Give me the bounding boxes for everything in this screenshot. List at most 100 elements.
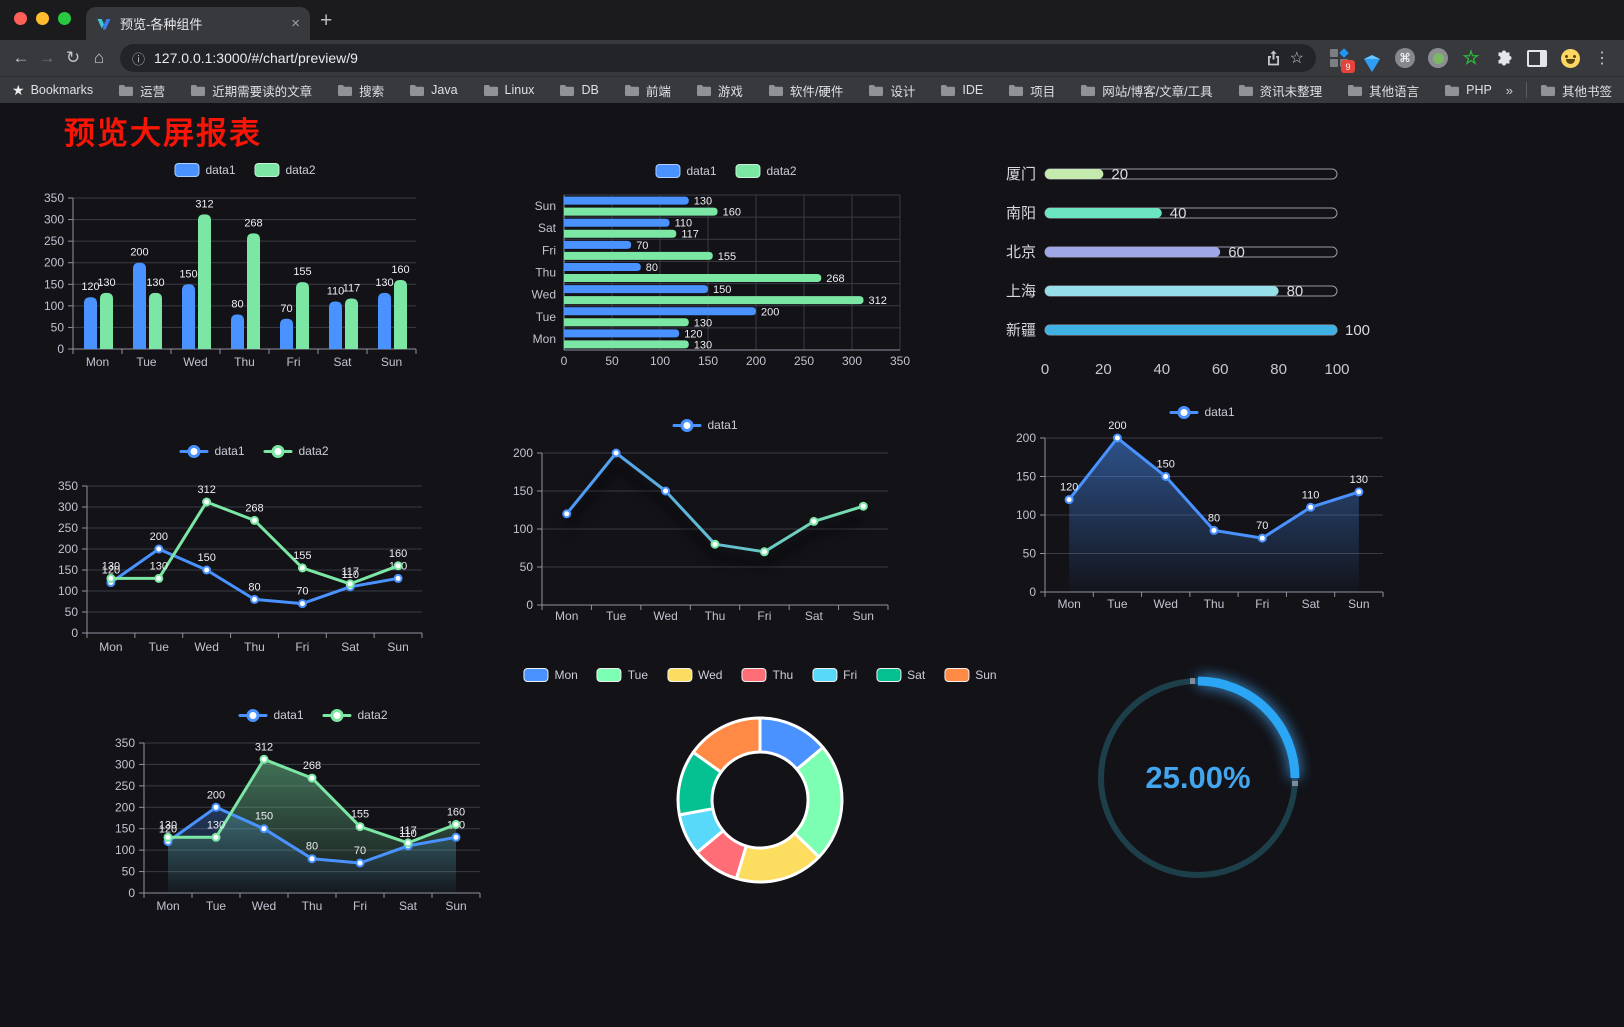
legend-item-data2[interactable]: data2 xyxy=(254,163,316,177)
svg-text:200: 200 xyxy=(115,800,135,814)
emoji-extension-icon[interactable] xyxy=(1559,47,1581,69)
other-bookmarks-folder[interactable]: 其他书签 xyxy=(1540,81,1612,100)
folder-icon xyxy=(483,84,498,96)
svg-text:120: 120 xyxy=(159,824,177,836)
bookmark-folder[interactable]: DB xyxy=(559,83,599,97)
bookmark-folder[interactable]: Linux xyxy=(483,83,534,97)
legend-item-Sat[interactable]: Sat xyxy=(876,668,925,682)
svg-text:Fri: Fri xyxy=(757,609,771,623)
svg-text:120: 120 xyxy=(1060,482,1078,494)
svg-text:150: 150 xyxy=(179,268,197,280)
forward-icon[interactable]: → xyxy=(38,48,56,67)
window-zoom-button[interactable] xyxy=(58,12,71,25)
legend-item-Wed[interactable]: Wed xyxy=(667,668,722,682)
browser-tab[interactable]: 预览-各种组件 × xyxy=(86,7,310,40)
bookmark-star-icon[interactable]: ☆ xyxy=(1289,50,1304,67)
reload-icon[interactable]: ↻ xyxy=(65,48,81,67)
legend-item-data2[interactable]: data2 xyxy=(735,164,797,178)
svg-text:200: 200 xyxy=(207,789,225,801)
bookmark-folder[interactable]: 运营 xyxy=(118,81,165,100)
svg-text:50: 50 xyxy=(122,865,136,879)
folder-icon xyxy=(941,84,956,96)
url-text[interactable]: 127.0.0.1:3000/#/chart/preview/9 xyxy=(154,50,358,66)
svg-text:Sun: Sun xyxy=(381,355,402,369)
legend-item-Mon[interactable]: Mon xyxy=(523,668,578,682)
bookmarks-star-icon: ★ xyxy=(12,81,25,98)
legend-item-Thu[interactable]: Thu xyxy=(741,668,793,682)
svg-text:150: 150 xyxy=(513,484,533,498)
legend-item-data1[interactable]: data1 xyxy=(238,708,304,722)
recorder-extension-icon[interactable] xyxy=(1427,47,1449,69)
legend-item-data2[interactable]: data2 xyxy=(322,708,388,722)
svg-text:100: 100 xyxy=(1324,361,1349,378)
bookmark-folder[interactable]: Java xyxy=(409,83,458,97)
bookmark-folder[interactable]: 搜索 xyxy=(337,81,384,100)
pie-swatch-icon xyxy=(523,668,549,682)
line-marker-icon xyxy=(179,444,209,458)
home-icon[interactable]: ⌂ xyxy=(93,48,105,67)
svg-text:130: 130 xyxy=(207,819,225,831)
downloader-extension-icon[interactable]: 9 xyxy=(1328,47,1355,73)
svg-text:150: 150 xyxy=(44,277,64,291)
bookmarks-overflow-icon[interactable]: » xyxy=(1505,82,1513,98)
bookmark-folder[interactable]: IDE xyxy=(940,83,983,97)
new-tab-button[interactable]: + xyxy=(320,9,333,32)
line-marker-icon xyxy=(672,418,702,432)
url-bar[interactable]: ⓘ 127.0.0.1:3000/#/chart/preview/9 ☆ xyxy=(120,44,1316,72)
svg-text:Wed: Wed xyxy=(532,288,556,302)
legend-item-data1[interactable]: data1 xyxy=(1169,405,1235,419)
bookmark-folder[interactable]: 设计 xyxy=(868,81,915,100)
folder-icon xyxy=(1348,84,1363,96)
legend-item-data1[interactable]: data1 xyxy=(672,418,738,432)
legend-item-Tue[interactable]: Tue xyxy=(596,668,648,682)
legend-item-data1[interactable]: data1 xyxy=(174,163,236,177)
svg-text:Wed: Wed xyxy=(183,355,207,369)
bookmark-folder[interactable]: 项目 xyxy=(1008,81,1055,100)
bookmark-folder[interactable]: PHP xyxy=(1444,83,1492,97)
legend-item-Fri[interactable]: Fri xyxy=(812,668,857,682)
legend-item-data1[interactable]: data1 xyxy=(179,444,245,458)
command-extension-icon[interactable]: ⌘ xyxy=(1394,47,1416,69)
puzzle-extensions-icon[interactable] xyxy=(1493,47,1515,69)
bookmark-folder[interactable]: 其他语言 xyxy=(1347,81,1419,100)
svg-text:110: 110 xyxy=(675,218,693,230)
svg-text:150: 150 xyxy=(1157,459,1175,471)
site-info-icon[interactable]: ⓘ xyxy=(132,51,146,67)
green-star-extension-icon[interactable]: ☆ xyxy=(1462,47,1480,69)
chart-legend: data1 xyxy=(1169,405,1235,419)
chart-grouped-bar: 0 50 100 150 200 250 300 350 Mon Tue Wed Thu Fri Sat S… xyxy=(44,191,417,369)
svg-text:Sat: Sat xyxy=(538,221,557,235)
share-icon[interactable] xyxy=(1266,50,1281,66)
svg-text:200: 200 xyxy=(1108,420,1126,432)
bookmark-folder[interactable]: 软件/硬件 xyxy=(768,81,843,100)
bookmark-folder[interactable]: 网站/博客/文章/工具 xyxy=(1080,81,1213,100)
svg-text:80: 80 xyxy=(306,841,318,853)
svg-text:80: 80 xyxy=(1208,512,1220,524)
folder-icon xyxy=(624,84,639,96)
svg-text:20: 20 xyxy=(1095,361,1112,378)
bookmark-folder[interactable]: 资讯未整理 xyxy=(1238,81,1322,100)
bookmark-folder[interactable]: 前端 xyxy=(624,81,671,100)
back-icon[interactable]: ← xyxy=(12,48,30,67)
tab-close-icon[interactable]: × xyxy=(291,15,300,32)
browser-menu-icon[interactable]: ⋮ xyxy=(1594,50,1610,67)
svg-text:350: 350 xyxy=(58,479,78,493)
svg-text:350: 350 xyxy=(44,191,64,205)
window-minimize-button[interactable] xyxy=(36,12,49,25)
svg-text:155: 155 xyxy=(293,266,311,278)
svg-text:20: 20 xyxy=(1111,166,1128,183)
svg-text:上海: 上海 xyxy=(1006,283,1036,300)
legend-item-data2[interactable]: data2 xyxy=(263,444,329,458)
bookmark-folder[interactable]: 游戏 xyxy=(696,81,743,100)
bookmark-folder[interactable]: 近期需要读的文章 xyxy=(190,81,312,100)
legend-item-data1[interactable]: data1 xyxy=(655,164,717,178)
window-close-button[interactable] xyxy=(14,12,27,25)
bar-swatch-icon xyxy=(655,164,681,178)
legend-item-Sun[interactable]: Sun xyxy=(944,668,997,682)
svg-text:Wed: Wed xyxy=(1153,597,1177,611)
gem-extension-icon[interactable] xyxy=(1361,47,1383,72)
side-panel-icon[interactable] xyxy=(1526,47,1548,69)
bookmarks-manager-item[interactable]: ★ Bookmarks xyxy=(12,82,93,99)
svg-text:150: 150 xyxy=(1016,470,1036,484)
